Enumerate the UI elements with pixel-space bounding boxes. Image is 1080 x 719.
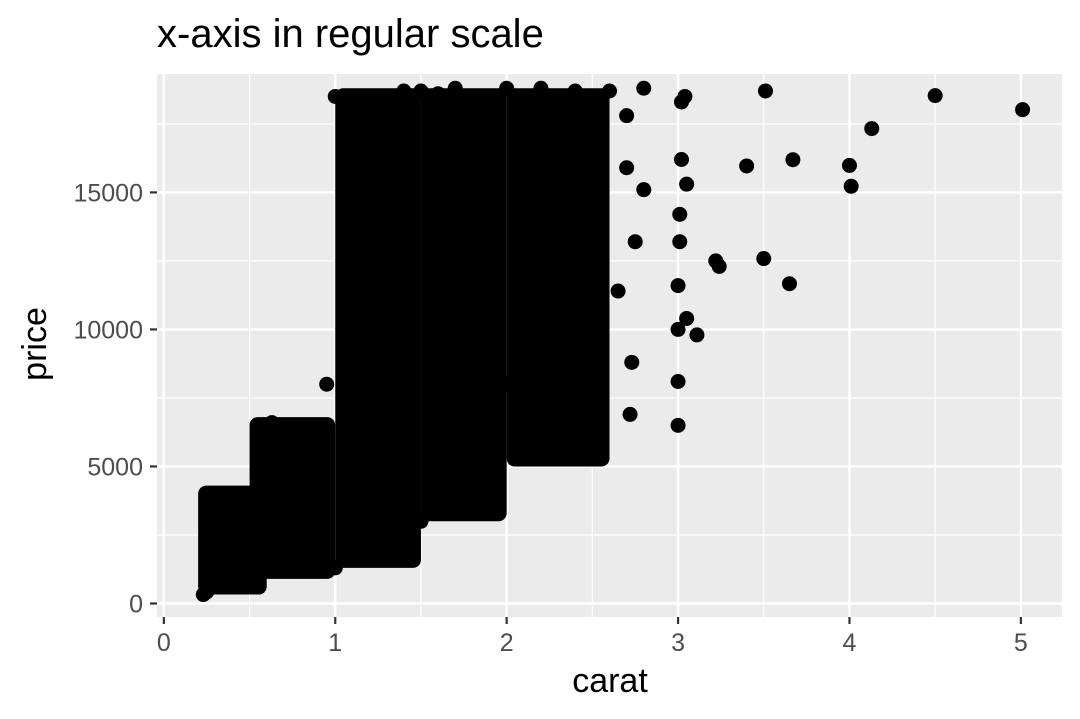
y-tick-label: 5000 <box>87 453 143 481</box>
data-point <box>711 258 727 274</box>
data-point <box>276 519 292 535</box>
data-point <box>864 121 880 137</box>
y-axis-title: price <box>16 307 54 381</box>
dense-point-cloud <box>198 88 610 595</box>
data-point <box>550 439 566 455</box>
data-point <box>447 80 463 96</box>
data-point <box>785 152 801 168</box>
data-point <box>622 406 638 422</box>
x-tick-label: 4 <box>843 629 857 657</box>
data-point <box>567 83 583 99</box>
data-point <box>490 349 506 365</box>
data-point <box>757 83 773 99</box>
data-point <box>781 276 797 292</box>
data-point <box>670 278 686 294</box>
data-point <box>413 83 429 99</box>
data-point <box>672 234 688 250</box>
data-point <box>670 321 686 337</box>
axis-ticks: 0 1 2 3 4 5 0 5000 10000 15000 <box>73 179 1027 657</box>
data-point <box>344 143 360 159</box>
data-point <box>336 108 352 124</box>
data-point <box>1015 102 1031 118</box>
data-point <box>207 571 223 587</box>
data-point <box>619 160 635 176</box>
data-point <box>756 251 772 267</box>
dense-point-region <box>506 88 610 467</box>
data-point <box>242 500 258 516</box>
data-point <box>679 176 695 192</box>
data-point <box>593 253 609 269</box>
data-point <box>250 480 266 496</box>
x-tick-label: 5 <box>1014 629 1028 657</box>
data-point <box>670 373 686 389</box>
x-tick-label: 0 <box>157 629 171 657</box>
data-point <box>430 86 446 102</box>
data-point <box>624 354 640 370</box>
data-point <box>673 152 689 168</box>
y-tick-label: 10000 <box>73 316 143 344</box>
data-point <box>370 113 386 129</box>
data-point <box>216 546 232 562</box>
x-tick-label: 3 <box>671 629 685 657</box>
data-point <box>843 178 859 194</box>
data-point <box>362 97 378 113</box>
data-point <box>233 527 249 543</box>
data-point <box>310 445 326 461</box>
data-point <box>533 80 549 96</box>
data-points <box>195 80 1031 603</box>
data-point <box>464 456 480 472</box>
data-point <box>636 80 652 96</box>
x-tick-label: 1 <box>328 629 342 657</box>
data-point <box>679 310 695 326</box>
data-point <box>584 363 600 379</box>
data-point <box>255 461 271 477</box>
data-point <box>689 327 705 343</box>
data-point <box>224 563 240 579</box>
y-tick-label: 15000 <box>73 179 143 207</box>
data-point <box>584 423 600 439</box>
data-point <box>327 560 343 576</box>
data-point <box>841 157 857 173</box>
data-point <box>264 415 280 431</box>
data-point <box>319 376 335 392</box>
data-point <box>672 206 688 222</box>
data-point <box>670 417 686 433</box>
data-point <box>482 456 498 472</box>
data-point <box>636 182 652 198</box>
data-point <box>456 467 472 483</box>
x-tick-label: 2 <box>500 629 514 657</box>
data-point <box>211 530 227 546</box>
chart-title: x-axis in regular scale <box>157 12 544 56</box>
data-point <box>602 83 617 99</box>
data-point <box>516 349 532 365</box>
x-axis-title: carat <box>572 662 648 700</box>
dense-point-region <box>420 88 507 522</box>
data-point <box>499 80 515 96</box>
data-point <box>396 83 412 99</box>
data-point <box>584 379 600 395</box>
data-point <box>927 88 943 104</box>
data-point <box>627 234 643 250</box>
data-point <box>413 513 429 529</box>
y-tick-label: 0 <box>129 590 143 618</box>
data-point <box>327 88 343 104</box>
dense-point-region <box>335 88 421 568</box>
data-point <box>619 108 635 124</box>
data-point <box>677 88 693 104</box>
data-point <box>293 472 309 488</box>
dense-point-region <box>249 417 336 579</box>
data-point <box>507 442 523 458</box>
data-point <box>379 184 395 200</box>
data-point <box>499 376 515 392</box>
data-point <box>739 158 755 174</box>
data-point <box>610 283 626 299</box>
